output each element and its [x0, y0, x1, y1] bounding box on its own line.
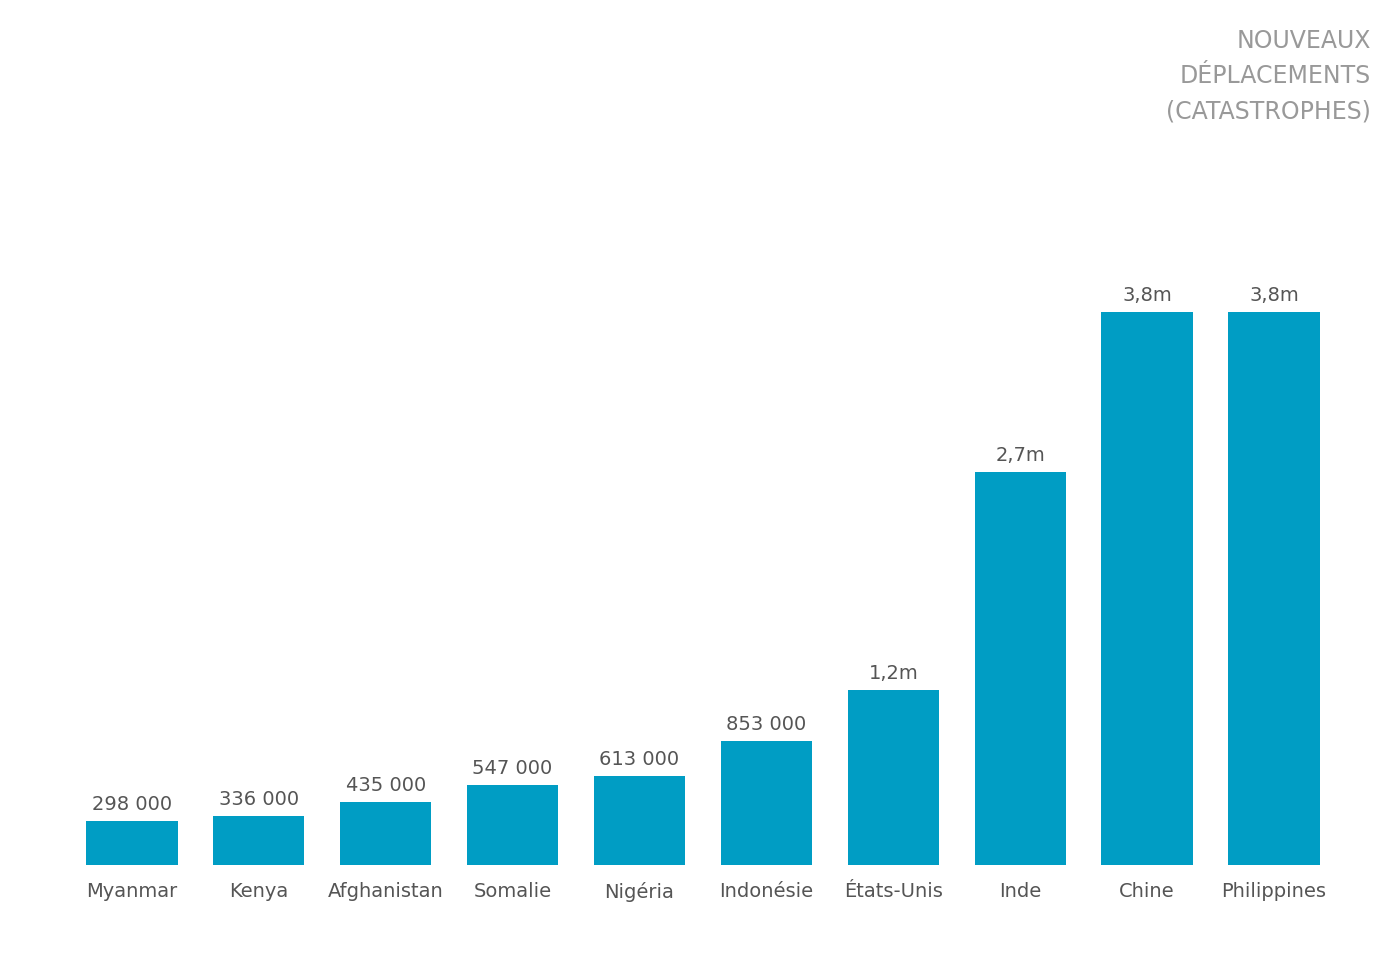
Bar: [466, 785, 558, 865]
Text: 2,7m: 2,7m: [995, 446, 1045, 465]
Bar: [848, 691, 940, 865]
Text: 3,8m: 3,8m: [1249, 286, 1299, 305]
Bar: [1101, 313, 1193, 865]
Text: 613 000: 613 000: [600, 749, 679, 768]
Text: 3,8m: 3,8m: [1122, 286, 1172, 305]
Bar: [340, 801, 432, 865]
Text: 547 000: 547 000: [472, 758, 553, 777]
Bar: [86, 822, 178, 865]
Text: NOUVEAUX
DÉPLACEMENTS
(CATASTROPHES): NOUVEAUX DÉPLACEMENTS (CATASTROPHES): [1166, 29, 1371, 124]
Text: 435 000: 435 000: [345, 775, 426, 794]
Text: 1,2m: 1,2m: [869, 664, 919, 682]
Bar: [213, 816, 305, 865]
Bar: [594, 776, 685, 865]
Text: 853 000: 853 000: [727, 714, 806, 733]
Text: 336 000: 336 000: [219, 789, 299, 808]
Bar: [974, 473, 1066, 865]
Bar: [1228, 313, 1320, 865]
Bar: [721, 741, 812, 865]
Text: 298 000: 298 000: [92, 795, 171, 814]
